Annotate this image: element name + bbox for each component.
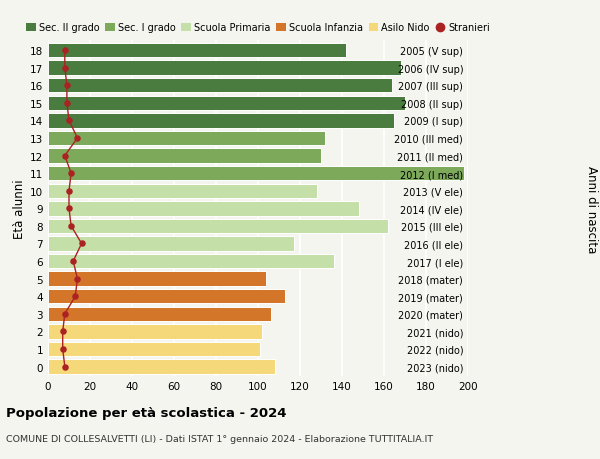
Bar: [48, 149, 321, 163]
Bar: [48, 167, 464, 181]
Bar: [48, 184, 317, 198]
Bar: [48, 289, 286, 304]
Point: [73, 275, 82, 283]
Bar: [48, 202, 359, 216]
Point: [73, 135, 82, 142]
Bar: [48, 96, 405, 111]
Point: [62, 100, 72, 107]
Bar: [48, 79, 392, 93]
Point: [66, 170, 76, 178]
Point: [60, 363, 70, 370]
Bar: [48, 254, 334, 269]
Legend: Sec. II grado, Sec. I grado, Scuola Primaria, Scuola Infanzia, Asilo Nido, Stran: Sec. II grado, Sec. I grado, Scuola Prim…: [26, 23, 490, 33]
Text: Anni di nascita: Anni di nascita: [584, 165, 598, 252]
Text: Popolazione per età scolastica - 2024: Popolazione per età scolastica - 2024: [6, 406, 287, 419]
Bar: [48, 307, 271, 321]
Point: [58, 328, 67, 336]
Point: [58, 346, 67, 353]
Y-axis label: Età alunni: Età alunni: [13, 179, 26, 239]
Bar: [48, 342, 260, 356]
Point: [64, 188, 74, 195]
Bar: [48, 219, 388, 234]
Bar: [48, 237, 293, 251]
Bar: [48, 325, 262, 339]
Point: [60, 310, 70, 318]
Bar: [48, 114, 395, 129]
Bar: [48, 62, 401, 76]
Point: [60, 47, 70, 55]
Bar: [48, 131, 325, 146]
Point: [77, 240, 86, 247]
Point: [66, 223, 76, 230]
Bar: [48, 359, 275, 374]
Bar: [48, 272, 266, 286]
Point: [62, 82, 72, 90]
Point: [71, 293, 80, 300]
Text: COMUNE DI COLLESALVETTI (LI) - Dati ISTAT 1° gennaio 2024 - Elaborazione TUTTITA: COMUNE DI COLLESALVETTI (LI) - Dati ISTA…: [6, 434, 433, 443]
Bar: [48, 44, 346, 58]
Point: [64, 118, 74, 125]
Point: [60, 65, 70, 72]
Point: [68, 258, 78, 265]
Point: [60, 152, 70, 160]
Point: [64, 205, 74, 213]
